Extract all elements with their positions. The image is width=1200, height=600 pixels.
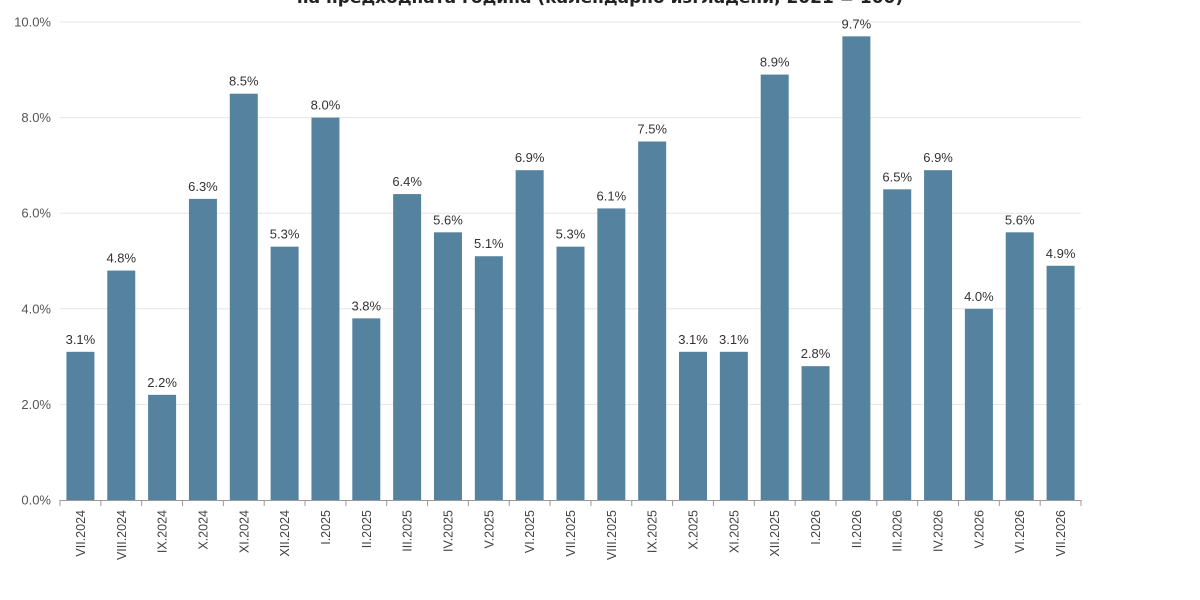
- data-label: 6.9%: [923, 150, 953, 165]
- x-tick-label: IX.2025: [646, 510, 660, 553]
- bar: [515, 170, 544, 500]
- x-tick-label: III.2026: [891, 510, 905, 552]
- data-label: 5.1%: [474, 236, 504, 251]
- bar: [719, 351, 748, 500]
- x-tick-label: IX.2024: [156, 510, 170, 553]
- data-label: 4.9%: [1046, 246, 1076, 261]
- y-tick-label: 8.0%: [21, 110, 51, 125]
- x-tick-label: I.2026: [809, 510, 823, 545]
- data-label: 5.3%: [556, 227, 586, 242]
- data-label: 4.0%: [964, 289, 994, 304]
- bar: [842, 36, 871, 501]
- x-tick-label: VIII.2025: [605, 510, 619, 560]
- bar: [964, 308, 993, 500]
- bar: [883, 189, 912, 501]
- x-tick-label: IV.2026: [932, 510, 946, 552]
- data-label: 8.0%: [311, 98, 341, 113]
- bar: [924, 170, 953, 500]
- y-tick-label: 0.0%: [21, 493, 51, 508]
- bar: [352, 318, 381, 500]
- data-label: 6.1%: [597, 188, 627, 203]
- bar: [556, 246, 585, 500]
- x-tick-label: VII.2024: [74, 510, 88, 557]
- bar: [760, 74, 789, 500]
- bar: [597, 208, 626, 501]
- x-tick-label: XI.2024: [237, 510, 251, 553]
- bar: [679, 351, 708, 500]
- bar: [148, 394, 177, 500]
- bar: [1046, 265, 1075, 500]
- x-tick-label: X.2024: [196, 510, 210, 550]
- x-tick-label: XII.2024: [278, 510, 292, 557]
- bar: [66, 351, 95, 500]
- bar: [433, 232, 462, 500]
- x-tick-label: VI.2025: [523, 510, 537, 553]
- y-tick-label: 6.0%: [21, 206, 51, 221]
- data-label: 8.9%: [760, 55, 790, 70]
- bar: [229, 93, 258, 500]
- data-label: 5.3%: [270, 227, 300, 242]
- data-label: 6.3%: [188, 179, 218, 194]
- bar: [638, 141, 667, 500]
- x-tick-label: III.2025: [401, 510, 415, 552]
- x-tick-label: II.2026: [850, 510, 864, 548]
- x-tick-label: VII.2025: [564, 510, 578, 557]
- bar: [1005, 232, 1034, 500]
- chart-title: на предходната година (календарно изглад…: [0, 0, 1200, 8]
- data-label: 4.8%: [106, 251, 136, 266]
- data-label: 6.4%: [392, 174, 422, 189]
- data-label: 7.5%: [637, 122, 667, 137]
- bar: [107, 270, 136, 500]
- x-tick-label: VIII.2024: [115, 510, 129, 560]
- y-tick-label: 4.0%: [21, 301, 51, 316]
- data-label: 5.6%: [433, 212, 463, 227]
- data-label: 5.6%: [1005, 212, 1035, 227]
- data-label: 3.1%: [678, 332, 708, 347]
- data-label: 6.9%: [515, 150, 545, 165]
- bar: [393, 194, 422, 500]
- x-tick-label: VI.2026: [1013, 510, 1027, 553]
- data-label: 8.5%: [229, 74, 259, 89]
- bar: [801, 366, 830, 500]
- x-tick-label: XII.2025: [768, 510, 782, 557]
- x-tick-label: I.2025: [319, 510, 333, 545]
- x-tick-label: IV.2025: [441, 510, 455, 552]
- bar: [474, 256, 503, 500]
- x-tick-label: II.2025: [360, 510, 374, 548]
- x-tick-label: V.2026: [972, 510, 986, 549]
- data-label: 2.8%: [801, 346, 831, 361]
- data-label: 2.2%: [147, 375, 177, 390]
- bar: [311, 117, 340, 500]
- data-label: 3.1%: [66, 332, 96, 347]
- data-label: 9.7%: [842, 16, 872, 31]
- data-label: 6.5%: [882, 169, 912, 184]
- x-tick-label: VII.2026: [1054, 510, 1068, 557]
- x-tick-label: V.2025: [482, 510, 496, 549]
- y-tick-label: 2.0%: [21, 397, 51, 412]
- x-tick-label: XI.2025: [727, 510, 741, 553]
- bar: [270, 246, 299, 500]
- data-label: 3.1%: [719, 332, 749, 347]
- y-tick-label: 10.0%: [14, 15, 51, 30]
- data-label: 3.8%: [351, 298, 381, 313]
- bar: [188, 198, 217, 501]
- x-tick-label: X.2025: [687, 510, 701, 550]
